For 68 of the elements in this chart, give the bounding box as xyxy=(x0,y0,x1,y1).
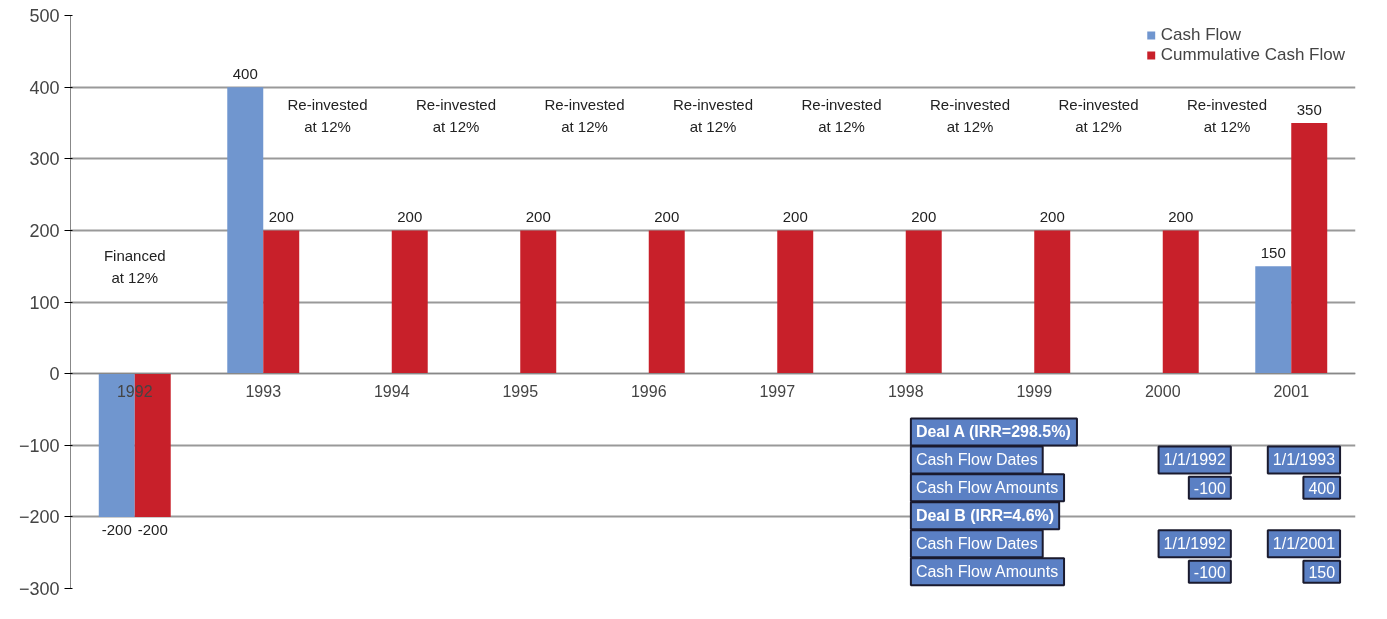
annotation: -100 xyxy=(1193,563,1226,581)
annotation: Re-invested at 12% xyxy=(415,96,497,136)
y-tick-label: 200 xyxy=(29,220,60,241)
x-tick-label: 1993 xyxy=(245,382,282,400)
annotation: Re-invested at 12% xyxy=(1058,96,1139,136)
annotation: 1/1/2001 xyxy=(1272,535,1336,553)
bar xyxy=(520,230,557,374)
annotation: Cash Flow Dates xyxy=(915,535,1038,553)
annotation: 1/1/1992 xyxy=(1163,451,1226,469)
annotation: Cash Flow Dates xyxy=(915,451,1038,469)
annotation: Re-invested at 12% xyxy=(801,96,882,136)
x-tick-label: 1994 xyxy=(373,382,410,400)
annotation: 400 xyxy=(1308,479,1336,497)
x-tick-label: 2001 xyxy=(1273,382,1310,400)
annotation: Re-invested at 12% xyxy=(544,96,625,136)
y-tick-label: 100 xyxy=(29,292,60,313)
annotation: Deal A (IRR=298.5%) xyxy=(915,423,1071,441)
x-tick-label: 1995 xyxy=(502,382,539,400)
bar xyxy=(1162,230,1199,374)
bar xyxy=(1291,122,1328,374)
data-label: 200 xyxy=(525,208,551,226)
x-tick-label: 1992 xyxy=(116,382,153,400)
x-tick-label: 1999 xyxy=(1016,382,1053,400)
annotation: Re-invested at 12% xyxy=(672,96,754,136)
annotation: -100 xyxy=(1193,479,1226,497)
data-label: 350 xyxy=(1296,100,1322,118)
bar xyxy=(1255,266,1292,374)
y-tick-label: 500 xyxy=(29,6,60,26)
data-label: 400 xyxy=(232,65,258,83)
data-label: -200 xyxy=(137,520,168,538)
data-label: 200 xyxy=(911,208,937,226)
annotation: Financed at 12% xyxy=(103,246,166,286)
annotation: Re-invested at 12% xyxy=(1186,96,1268,136)
data-label: 200 xyxy=(268,208,294,226)
data-label: 200 xyxy=(782,208,808,226)
x-tick-label: 2000 xyxy=(1144,382,1181,400)
annotation: 1/1/1992 xyxy=(1163,535,1226,553)
legend-label: Cummulative Cash Flow xyxy=(1160,45,1345,65)
data-label: 200 xyxy=(1039,208,1065,226)
data-label: -200 xyxy=(101,520,132,538)
annotation: Cash Flow Amounts xyxy=(915,563,1059,581)
y-tick-label: 0 xyxy=(49,364,60,385)
data-label: 200 xyxy=(397,208,423,226)
annotation: Re-invested at 12% xyxy=(287,96,368,136)
bar xyxy=(263,230,300,374)
annotation: 150 xyxy=(1308,563,1336,581)
y-tick-label: 300 xyxy=(29,149,60,170)
bar xyxy=(227,87,264,374)
x-tick-label: 1996 xyxy=(630,382,667,400)
data-label: 150 xyxy=(1260,244,1286,262)
data-label: 200 xyxy=(1168,208,1194,226)
x-tick-label: 1998 xyxy=(887,382,924,400)
y-tick-label: −300 xyxy=(18,579,60,599)
bar xyxy=(391,230,428,374)
annotation: Deal B (IRR=4.6%) xyxy=(915,507,1055,525)
y-tick-label: −200 xyxy=(18,507,60,528)
annotation: Re-invested at 12% xyxy=(929,96,1011,136)
x-tick-label: 1997 xyxy=(759,382,796,400)
bar xyxy=(905,230,942,374)
data-label: 200 xyxy=(654,208,680,226)
bar xyxy=(648,230,685,374)
bar xyxy=(1034,230,1071,374)
annotation: 1/1/1993 xyxy=(1272,451,1336,469)
y-tick-label: 400 xyxy=(29,77,60,98)
bar xyxy=(777,230,814,374)
legend-label: Cash Flow xyxy=(1160,25,1242,45)
annotation: Cash Flow Amounts xyxy=(915,479,1059,497)
y-tick-label: −100 xyxy=(18,435,60,456)
